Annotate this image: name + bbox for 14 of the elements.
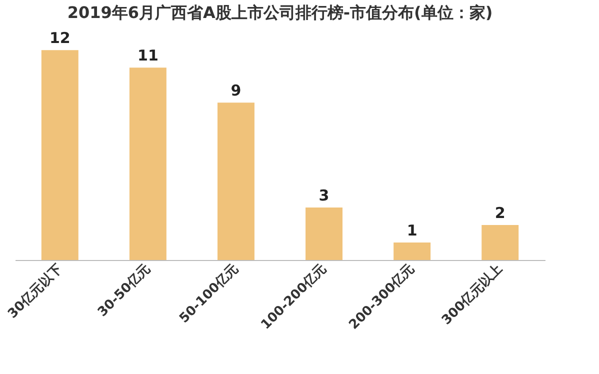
data-label: 9: [230, 82, 242, 100]
bar: [41, 50, 78, 260]
data-label: 2: [494, 204, 506, 222]
data-label: 1: [406, 222, 418, 240]
x-tick-label: 30亿元以下: [5, 262, 66, 322]
chart-title: 2019年6月广西省A股上市公司排行榜-市值分布(单位：家): [67, 3, 493, 22]
bar: [217, 102, 254, 260]
bar: [129, 68, 166, 260]
bar: [394, 242, 431, 260]
data-label: 3: [318, 186, 330, 205]
data-label: 11: [138, 46, 158, 65]
bar: [482, 225, 519, 260]
bar: [306, 208, 343, 260]
data-label: 12: [49, 29, 70, 48]
